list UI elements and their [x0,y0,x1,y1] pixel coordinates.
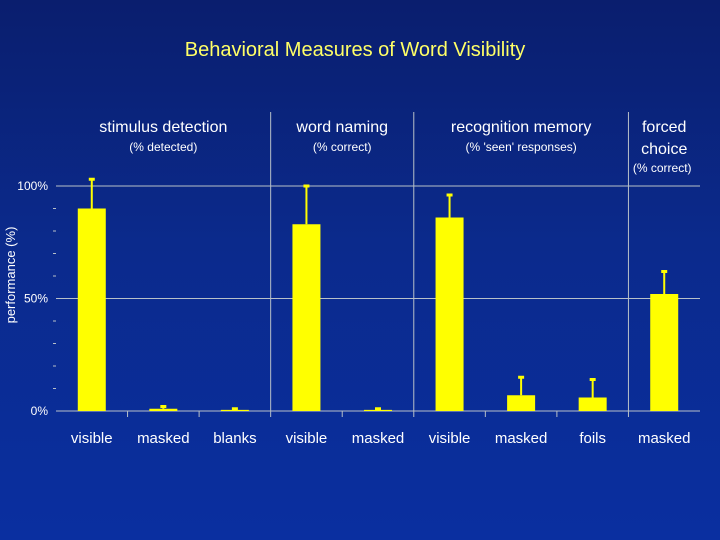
x-tick-label: visible [429,430,471,447]
bar-3 [292,224,321,411]
bar-0 [77,208,106,411]
y-axis-label: performance (%) [3,227,18,324]
y-tick-labels: 0% 50% 100% [17,179,48,418]
bar-1 [149,408,178,411]
bar-4 [364,409,392,411]
x-tick-labels: visible masked blanks visible masked visible m… [71,430,691,447]
group-title: forced choice [641,119,687,158]
y-tick-label: 50% [24,292,48,306]
x-tick-label: foils [579,430,606,447]
chart-title: Behavioral Measures of Word Visibility [185,39,526,61]
bars [77,177,679,411]
group-subtitle: (% correct) [313,140,372,154]
y-tick-label: 0% [31,404,49,418]
bar-2 [220,409,249,411]
bar-7 [578,397,607,411]
group-subtitle: (% detected) [129,140,197,154]
group-subtitle: (% correct) [633,161,692,175]
x-tick-label: visible [286,430,328,447]
group-title: word naming [295,119,388,136]
x-tick-label: masked [495,430,548,447]
x-tick-label: masked [638,430,691,447]
gridlines [53,112,700,417]
x-tick-label: visible [71,430,113,447]
group-title: recognition memory [451,119,592,136]
group-title: stimulus detection [99,119,227,136]
bar-8 [650,294,679,411]
y-tick-label: 100% [17,179,48,193]
x-tick-label: masked [352,430,405,447]
group-headers: stimulus detection (% detected) word namin… [99,119,691,175]
group-subtitle: (% 'seen' responses) [465,140,576,154]
x-tick-label: blanks [213,430,256,447]
x-tick-label: masked [137,430,190,447]
bar-5 [435,217,464,411]
bar-6 [507,395,536,411]
